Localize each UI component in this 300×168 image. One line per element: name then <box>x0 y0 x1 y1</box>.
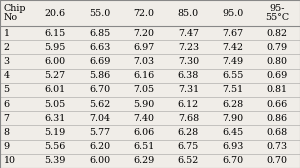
Text: Chip
No: Chip No <box>4 4 26 22</box>
Text: 7: 7 <box>4 114 10 123</box>
Text: 5.95: 5.95 <box>44 43 66 52</box>
Text: 3: 3 <box>4 57 10 66</box>
Text: 5: 5 <box>4 85 10 94</box>
Text: 7.31: 7.31 <box>178 85 199 94</box>
Text: 6.70: 6.70 <box>222 156 243 165</box>
Text: 7.04: 7.04 <box>89 114 110 123</box>
Text: 6.38: 6.38 <box>178 71 199 80</box>
Text: 5.56: 5.56 <box>44 142 66 151</box>
Text: 6.55: 6.55 <box>222 71 244 80</box>
Text: 0.66: 0.66 <box>267 100 288 109</box>
Text: 95-
55°C: 95- 55°C <box>265 4 289 22</box>
Text: 6.31: 6.31 <box>45 114 66 123</box>
Text: 6.16: 6.16 <box>134 71 154 80</box>
Text: 5.27: 5.27 <box>45 71 66 80</box>
Text: 6.70: 6.70 <box>89 85 110 94</box>
Text: 7.51: 7.51 <box>222 85 243 94</box>
Text: 0.73: 0.73 <box>267 142 288 151</box>
Text: 1: 1 <box>4 29 10 38</box>
Text: 6.45: 6.45 <box>222 128 243 137</box>
Text: 85.0: 85.0 <box>178 9 199 17</box>
Text: 7.68: 7.68 <box>178 114 199 123</box>
Text: 6: 6 <box>4 100 10 109</box>
Text: 4: 4 <box>4 71 10 80</box>
Text: 6.29: 6.29 <box>134 156 154 165</box>
Text: 6.28: 6.28 <box>222 100 243 109</box>
Text: 55.0: 55.0 <box>89 9 110 17</box>
Text: 6.00: 6.00 <box>45 57 66 66</box>
Text: 0.79: 0.79 <box>267 43 288 52</box>
Text: 6.51: 6.51 <box>134 142 154 151</box>
Text: 6.01: 6.01 <box>45 85 66 94</box>
Text: 5.05: 5.05 <box>45 100 66 109</box>
Text: 20.6: 20.6 <box>45 9 66 17</box>
Text: 5.77: 5.77 <box>89 128 110 137</box>
Text: 6.20: 6.20 <box>89 142 110 151</box>
Text: 0.69: 0.69 <box>267 71 288 80</box>
Text: 7.20: 7.20 <box>134 29 154 38</box>
Text: 5.62: 5.62 <box>89 100 110 109</box>
Text: 7.30: 7.30 <box>178 57 199 66</box>
Text: 6.69: 6.69 <box>89 57 110 66</box>
Text: 7.67: 7.67 <box>222 29 243 38</box>
Text: 6.15: 6.15 <box>45 29 66 38</box>
Text: 95.0: 95.0 <box>222 9 243 17</box>
Text: 7.90: 7.90 <box>222 114 243 123</box>
Text: 6.63: 6.63 <box>89 43 110 52</box>
Text: 5.86: 5.86 <box>89 71 110 80</box>
Text: 2: 2 <box>4 43 10 52</box>
Text: 5.19: 5.19 <box>45 128 66 137</box>
Text: 9: 9 <box>4 142 10 151</box>
Text: 6.12: 6.12 <box>178 100 199 109</box>
Text: 0.82: 0.82 <box>267 29 288 38</box>
Text: 6.52: 6.52 <box>178 156 199 165</box>
Text: 0.70: 0.70 <box>267 156 288 165</box>
Text: 6.28: 6.28 <box>178 128 199 137</box>
Text: 5.39: 5.39 <box>44 156 66 165</box>
Text: 7.05: 7.05 <box>134 85 154 94</box>
Text: 6.06: 6.06 <box>134 128 154 137</box>
Text: 0.68: 0.68 <box>267 128 288 137</box>
Text: 0.86: 0.86 <box>267 114 288 123</box>
Text: 0.81: 0.81 <box>267 85 288 94</box>
Text: 72.0: 72.0 <box>134 9 154 17</box>
Text: 8: 8 <box>4 128 10 137</box>
Text: 7.23: 7.23 <box>178 43 199 52</box>
Text: 10: 10 <box>4 156 16 165</box>
Text: 7.49: 7.49 <box>222 57 243 66</box>
Text: 6.75: 6.75 <box>178 142 199 151</box>
Text: 5.90: 5.90 <box>134 100 154 109</box>
Text: 6.85: 6.85 <box>89 29 110 38</box>
Text: 6.93: 6.93 <box>222 142 244 151</box>
Text: 7.42: 7.42 <box>222 43 243 52</box>
Text: 6.00: 6.00 <box>89 156 110 165</box>
Text: 7.40: 7.40 <box>134 114 154 123</box>
Text: 6.97: 6.97 <box>134 43 154 52</box>
Text: 7.03: 7.03 <box>134 57 154 66</box>
Text: 0.80: 0.80 <box>267 57 288 66</box>
Text: 7.47: 7.47 <box>178 29 199 38</box>
